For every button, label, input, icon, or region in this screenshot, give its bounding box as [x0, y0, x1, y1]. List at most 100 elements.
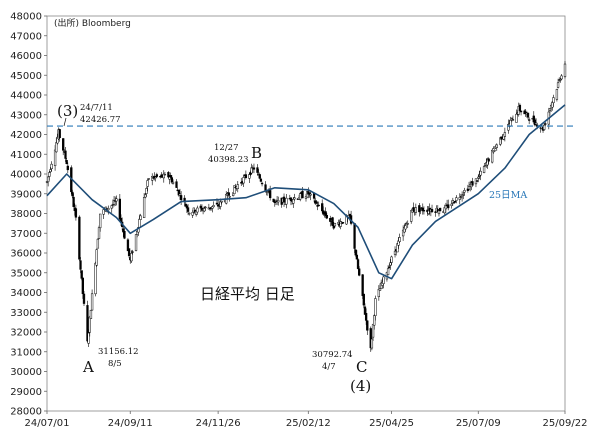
candle-body	[315, 201, 318, 204]
candle-body	[341, 222, 345, 224]
candle-body	[398, 237, 401, 242]
candle-body	[188, 212, 191, 215]
candle-body	[393, 250, 397, 255]
candle-body	[89, 309, 93, 319]
candle-body	[560, 75, 563, 80]
candle-body	[220, 200, 223, 203]
candle-body	[110, 205, 113, 209]
y-tick-label: 46000	[10, 51, 42, 62]
peak-pointer	[63, 117, 67, 127]
source-label: (出所) Bloomberg	[54, 17, 131, 29]
candle-body	[155, 174, 158, 177]
candle-body	[72, 196, 75, 207]
x-tick-label: 25/07/09	[456, 418, 501, 429]
candle-body	[515, 113, 518, 123]
candle-body	[260, 182, 264, 185]
y-tick-label: 33000	[10, 308, 42, 319]
candle-body	[374, 298, 377, 316]
candle-body	[412, 207, 415, 212]
candle-body	[356, 259, 360, 269]
candle-body	[87, 332, 90, 344]
candle-body	[152, 177, 155, 179]
candle-body	[293, 197, 296, 200]
y-tick-label: 44000	[10, 91, 42, 102]
x-tick-label: 24/11/26	[196, 418, 241, 429]
candle-body	[559, 79, 562, 81]
candle-body	[138, 218, 141, 228]
c-value-label: 30792.74	[312, 350, 353, 360]
candle-body	[447, 204, 450, 209]
candle-body	[211, 206, 214, 209]
candle-body	[215, 202, 219, 205]
y-axis: 28000 29000 30000 31000 32000 33000 34000 35000…	[10, 12, 47, 418]
candle-body	[519, 110, 523, 113]
candle-body	[556, 82, 560, 88]
y-tick-label: 28000	[10, 407, 42, 418]
candle-body	[354, 249, 357, 256]
candle-body	[410, 210, 413, 222]
b-point-label: B	[251, 144, 262, 162]
candle-body	[503, 132, 507, 137]
candle-body	[418, 205, 421, 213]
candle-body	[65, 160, 68, 165]
candle-body	[191, 212, 194, 216]
candle-body	[115, 198, 118, 202]
candle-body	[422, 210, 426, 212]
candle-body	[94, 262, 97, 295]
candle-body	[56, 136, 59, 144]
candle-body	[397, 240, 400, 246]
reference-line	[47, 117, 575, 127]
b-value-label: 40398.23	[208, 155, 249, 165]
candle-body	[437, 210, 441, 215]
candle-body	[382, 276, 385, 284]
candle-body	[131, 251, 134, 253]
y-tick-label: 48000	[10, 12, 42, 23]
candle-body	[168, 176, 171, 180]
candle-body	[292, 199, 295, 204]
candle-body	[414, 207, 417, 213]
candle-body	[377, 288, 380, 298]
candle-body	[242, 177, 245, 184]
candle-body	[362, 293, 365, 306]
candle-body	[493, 150, 496, 152]
candle-body	[146, 180, 149, 187]
candle-body	[544, 123, 547, 125]
candle-body	[543, 124, 546, 130]
candle-body	[371, 324, 375, 338]
candle-body	[478, 175, 481, 177]
candle-body	[475, 180, 479, 182]
y-tick-label: 45000	[10, 71, 42, 82]
candle-body	[386, 268, 390, 276]
y-tick-label: 34000	[10, 288, 42, 299]
candle-body	[388, 266, 391, 268]
y-tick-label: 36000	[10, 249, 42, 260]
candle-body	[204, 206, 207, 209]
candle-body	[364, 313, 368, 321]
candle-body	[452, 202, 456, 204]
candle-body	[419, 209, 422, 211]
candle-body	[236, 184, 239, 189]
candle-body	[95, 249, 98, 266]
candle-body	[212, 205, 215, 208]
candle-body	[331, 217, 334, 227]
y-tick-label: 29000	[10, 387, 42, 398]
x-tick-label: 24/07/01	[25, 418, 70, 429]
y-tick-label: 35000	[10, 268, 42, 279]
candle-body	[90, 293, 94, 311]
candle-body	[353, 223, 356, 249]
candle-body	[62, 138, 65, 151]
candle-body	[366, 320, 369, 331]
candle-body	[322, 210, 325, 215]
candle-body	[118, 198, 121, 220]
candle-body	[259, 178, 263, 182]
candle-body	[252, 167, 256, 170]
x-axis: 24/07/01 24/09/11 24/11/26 25/02/12 25/04/25…	[25, 411, 587, 429]
candle-body	[358, 268, 361, 276]
candle-body	[199, 205, 202, 209]
candle-body	[97, 227, 101, 239]
x-tick-label: 24/09/11	[108, 418, 153, 429]
candle-body	[248, 174, 251, 179]
candle-body	[325, 215, 328, 219]
candle-body	[162, 173, 165, 179]
candle-body	[71, 191, 74, 197]
